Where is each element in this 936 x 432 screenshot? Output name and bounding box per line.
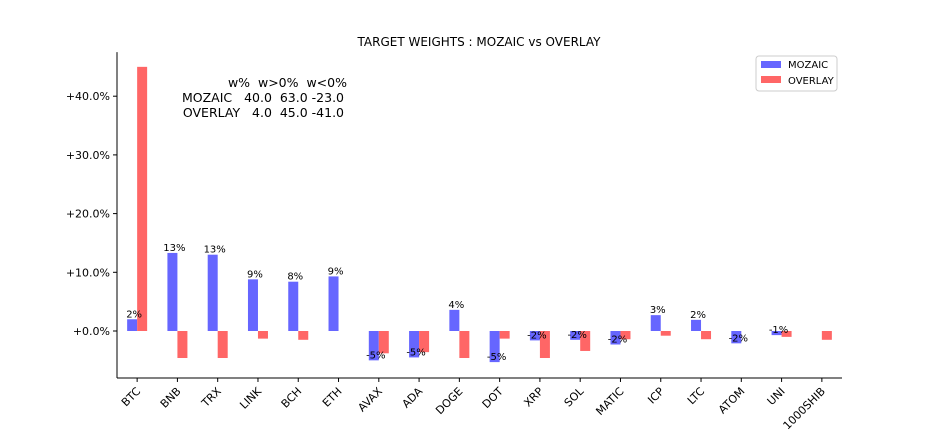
bar-overlay-sol xyxy=(580,331,591,351)
bar-value-label: 2% xyxy=(126,309,142,320)
stats-row-overlay: OVERLAY 4.0 45.0 -41.0 xyxy=(183,105,344,120)
bar-value-label: -2% xyxy=(527,330,546,341)
bar-overlay-bch xyxy=(298,331,309,340)
bar-overlay-1000shib xyxy=(821,331,832,340)
bar-value-label: -5% xyxy=(406,347,425,358)
bar-mozaic-trx xyxy=(207,254,218,331)
x-tick-label: 1000SHIB xyxy=(781,385,828,432)
legend: MOZAIC OVERLAY xyxy=(755,55,838,92)
bar-overlay-dot xyxy=(499,331,510,339)
stats-header: w% w>0% w<0% xyxy=(228,75,347,90)
y-tick-label: +10.0% xyxy=(66,266,110,279)
bar-mozaic-atom xyxy=(731,331,742,344)
bar-value-label: -2% xyxy=(729,333,748,344)
axes xyxy=(116,52,842,379)
bar-mozaic-eth xyxy=(328,276,339,331)
x-tick-label: XRP xyxy=(521,385,546,410)
bar-mozaic-link xyxy=(247,279,258,331)
bar-mozaic-avax xyxy=(368,331,379,361)
x-tick-label: SOL xyxy=(562,384,587,409)
bar-mozaic-icp xyxy=(650,315,661,331)
bar-mozaic-btc xyxy=(127,319,138,331)
bar-value-label: -2% xyxy=(567,330,586,341)
x-tick-label: BTC xyxy=(119,385,143,409)
bar-overlay-ada xyxy=(419,331,430,353)
stats-row-mozaic: MOZAIC 40.0 63.0 -23.0 xyxy=(182,90,344,105)
bar-overlay-link xyxy=(257,331,268,339)
bar-mozaic-dot xyxy=(489,331,500,363)
y-ticks: +0.0% +10.0% +20.0% +30.0% +40.0% xyxy=(66,90,117,338)
legend-label-mozaic: MOZAIC xyxy=(788,60,828,71)
bar-overlay-xrp xyxy=(539,331,550,359)
x-tick-label: MATIC xyxy=(593,385,626,418)
bar-value-label: 13% xyxy=(204,245,226,256)
bar-value-label: 13% xyxy=(163,243,185,254)
bar-mozaic-ltc xyxy=(691,319,702,331)
x-tick-label: ETH xyxy=(320,385,345,410)
bars-group xyxy=(127,66,832,363)
bar-value-label: 9% xyxy=(328,266,344,277)
bar-value-label: -5% xyxy=(487,352,506,363)
legend-label-overlay: OVERLAY xyxy=(788,76,835,87)
chart-title: TARGET WEIGHTS : MOZAIC vs OVERLAY xyxy=(357,35,602,49)
bar-mozaic-bch xyxy=(288,281,299,331)
x-tick-label: AVAX xyxy=(355,385,385,415)
x-tick-label: ICP xyxy=(645,385,667,407)
x-ticks: BTC BNB TRX LINK BCH ETH AVAX ADA DOGE DOT XRP SOL M… xyxy=(119,377,828,432)
bar-value-label: 8% xyxy=(287,272,303,283)
bar-overlay-uni xyxy=(781,331,792,337)
x-tick-label: LTC xyxy=(685,385,707,407)
bar-overlay-doge xyxy=(459,331,470,359)
x-tick-label: ADA xyxy=(400,385,426,411)
legend-swatch-mozaic xyxy=(761,61,781,68)
bar-overlay-icp xyxy=(660,331,671,336)
bar-value-label: 2% xyxy=(690,310,706,321)
bar-value-label: 3% xyxy=(650,305,666,316)
x-tick-label: ATOM xyxy=(716,385,747,416)
bar-mozaic-matic xyxy=(610,331,621,345)
legend-swatch-overlay xyxy=(761,76,781,83)
bar-overlay-matic xyxy=(620,331,631,340)
bar-value-label: -1% xyxy=(769,325,788,336)
bar-mozaic-xrp xyxy=(529,331,540,341)
x-tick-label: BNB xyxy=(158,385,184,411)
bar-mozaic-sol xyxy=(570,331,581,340)
bar-overlay-ltc xyxy=(701,331,712,340)
stats-annotation: w% w>0% w<0% MOZAIC 40.0 63.0 -23.0 OVER… xyxy=(182,75,347,120)
bar-overlay-trx xyxy=(217,331,228,359)
bar-value-label: 4% xyxy=(448,300,464,311)
x-tick-label: UNI xyxy=(765,385,788,408)
x-tick-label: BCH xyxy=(279,385,305,411)
y-tick-label: +20.0% xyxy=(66,208,110,221)
bar-value-label: -2% xyxy=(608,335,627,346)
x-tick-label: TRX xyxy=(198,385,224,411)
bar-mozaic-doge xyxy=(449,309,460,331)
x-tick-label: DOT xyxy=(480,385,506,411)
y-tick-label: +30.0% xyxy=(66,149,110,162)
bar-value-label: 9% xyxy=(247,269,263,280)
y-tick-label: +0.0% xyxy=(73,325,110,338)
bar-mozaic-uni xyxy=(771,331,782,336)
bar-labels-group: 2% 13% 13% 9% 8% 9% -5% -5% 4% -5% -2% -2% -2% 3% 2% -2… xyxy=(126,243,788,363)
bar-mozaic-bnb xyxy=(167,252,178,331)
bar-value-label: -5% xyxy=(366,350,385,361)
x-tick-label: DOGE xyxy=(433,385,465,417)
bar-overlay-btc xyxy=(137,66,148,331)
bar-overlay-bnb xyxy=(177,331,188,359)
bar-overlay-avax xyxy=(378,331,389,354)
bar-mozaic-ada xyxy=(409,331,420,358)
x-tick-label: LINK xyxy=(237,384,264,411)
y-tick-label: +40.0% xyxy=(66,90,110,103)
